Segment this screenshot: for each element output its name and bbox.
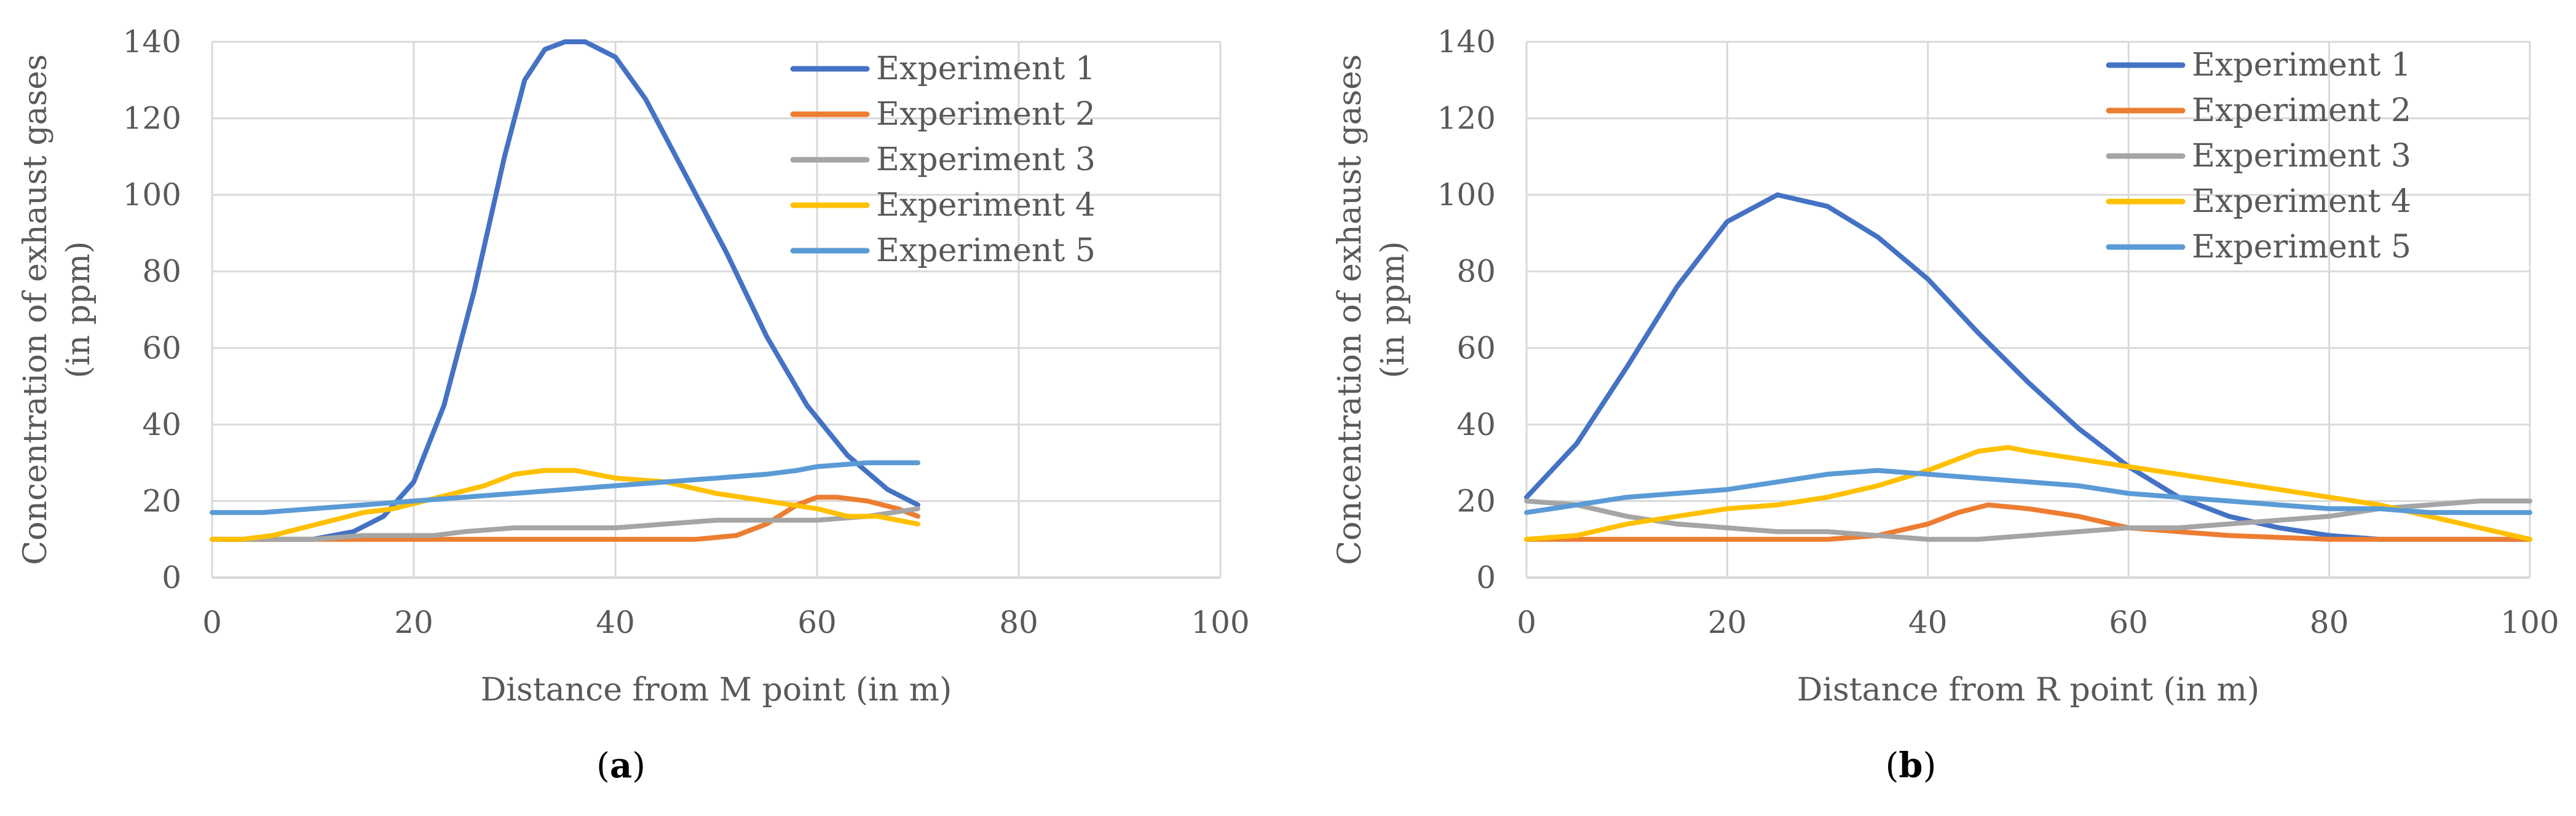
panel-caption: (a) [596, 745, 646, 786]
y-axis-title-units: (in ppm) [60, 241, 97, 378]
legend-label: Experiment 5 [2192, 229, 2411, 265]
x-tick-label: 40 [596, 605, 635, 640]
y-axis-title: Concentration of exhaust gases [1332, 54, 1369, 565]
chart-panel-b: 0 20 40 60 80 100 120 140 0 20 40 60 80 100 Distance f… [1332, 24, 2559, 786]
x-axis-title: Distance from R point (in m) [1797, 672, 2259, 708]
series-line-experiment-3 [210, 506, 920, 542]
y-tick-label: 60 [1456, 330, 1496, 366]
y-tick-label: 0 [162, 560, 181, 595]
x-tick-label: 20 [394, 605, 433, 640]
y-axis-title-units: (in ppm) [1375, 241, 1412, 378]
y-tick-label: 140 [1437, 24, 1496, 60]
y-tick-label: 140 [123, 24, 181, 60]
x-tick-label: 0 [202, 605, 222, 640]
y-tick-label: 100 [1437, 177, 1496, 213]
legend-label: Experiment 4 [2192, 183, 2411, 220]
x-tick-label: 20 [1708, 605, 1747, 640]
series-line-experiment-4 [210, 468, 920, 542]
series-line-experiment-3 [1524, 498, 2532, 542]
y-tick-label: 0 [1476, 560, 1496, 595]
series-line-experiment-2 [210, 495, 920, 542]
x-tick-label: 80 [2310, 605, 2349, 640]
series-line-experiment-5 [210, 460, 920, 516]
y-tick-label: 80 [142, 254, 181, 289]
x-axis-title: Distance from M point (in m) [481, 672, 952, 708]
chart-panel-a: 0 20 40 60 80 100 120 140 0 20 40 60 80 100 Distance f… [17, 24, 1250, 786]
x-tick-label: 80 [999, 605, 1038, 640]
series-line-experiment-4 [1524, 445, 2532, 542]
legend-label: Experiment 1 [876, 50, 1096, 87]
y-tick-label: 80 [1456, 254, 1496, 289]
y-tick-label: 40 [142, 407, 181, 442]
x-tick-label: 0 [1517, 605, 1536, 640]
y-tick-label: 100 [123, 177, 181, 213]
series-line-experiment-2 [1524, 502, 2532, 542]
panel-label: a [610, 745, 632, 786]
y-tick-label: 120 [123, 101, 181, 136]
legend-label: Experiment 2 [876, 96, 1096, 133]
panel-label: b [1898, 745, 1922, 786]
x-tick-label: 100 [2500, 605, 2559, 640]
x-tick-label: 60 [2109, 605, 2148, 640]
legend-label: Experiment 3 [2192, 138, 2411, 175]
x-tick-label: 60 [797, 605, 837, 640]
y-tick-label: 20 [1456, 483, 1496, 519]
y-axis-title: Concentration of exhaust gases [17, 54, 54, 565]
x-tick-label: 40 [1908, 605, 1948, 640]
legend-label: Experiment 4 [876, 187, 1096, 224]
series-line-experiment-5 [1524, 468, 2532, 516]
y-tick-label: 40 [1456, 407, 1496, 442]
y-tick-label: 120 [1437, 101, 1496, 136]
y-tick-label: 60 [142, 330, 181, 366]
x-tick-label: 100 [1191, 605, 1249, 640]
panel-caption: (b) [1886, 745, 1937, 786]
legend-label: Experiment 1 [2192, 47, 2411, 84]
legend-label: Experiment 3 [876, 141, 1096, 178]
y-tick-label: 20 [142, 483, 181, 519]
legend-label: Experiment 5 [876, 232, 1096, 269]
legend-label: Experiment 2 [2192, 92, 2411, 129]
